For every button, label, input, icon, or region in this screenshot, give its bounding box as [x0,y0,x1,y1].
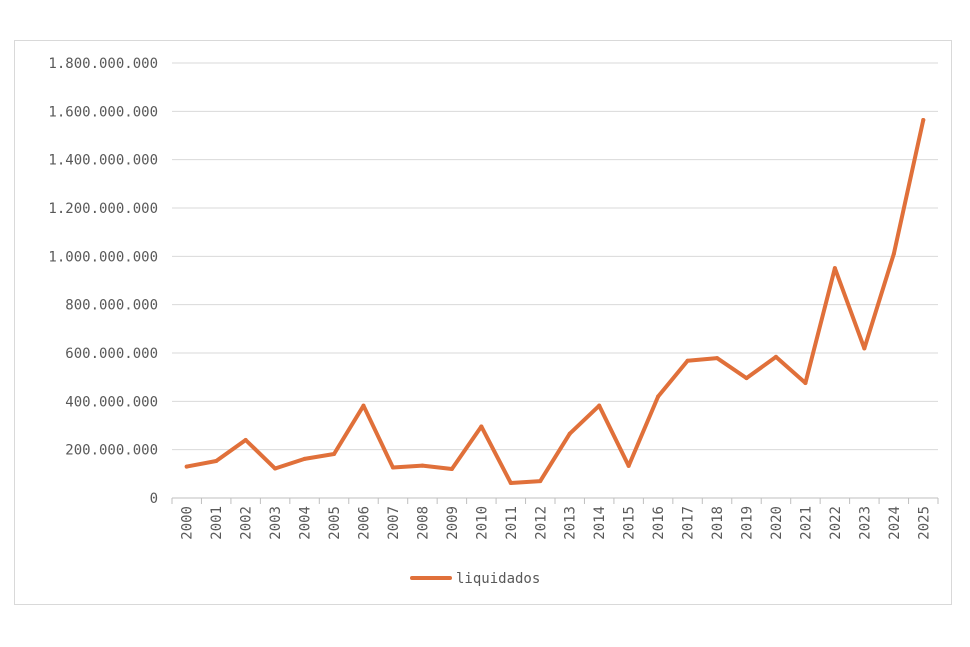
x-tick-label-2000: 2000 [180,506,196,540]
data-point-2007 [390,465,395,470]
x-tick-label-2018: 2018 [710,506,726,540]
data-point-2018 [715,356,720,361]
y-tick-label-0: 0 [150,491,158,507]
y-tick-label-2: 400.000.000 [65,394,158,410]
data-point-2012 [538,479,543,484]
x-tick-label-2001: 2001 [209,506,225,540]
x-tick-label-2011: 2011 [504,506,520,540]
data-point-2019 [744,376,749,381]
data-point-2023 [862,346,867,351]
legend: liquidados [410,571,540,587]
series-line-liquidados [184,118,926,486]
x-tick-label-2019: 2019 [740,506,756,540]
data-point-2022 [832,266,837,271]
data-point-2011 [508,481,513,486]
x-axis-tick-labels: 2000 2001 2002 2003 2004 2005 2006 2007 2008 2009… [180,506,933,540]
data-point-2015 [626,463,631,468]
x-tick-label-2024: 2024 [887,506,903,540]
x-tick-label-2012: 2012 [533,506,549,540]
x-tick-label-2022: 2022 [828,506,844,540]
data-point-2013 [567,431,572,436]
y-axis-tick-labels: 0 200.000.000 400.000.000 600.000.000 800.00… [48,56,158,507]
data-point-2017 [685,358,690,363]
data-point-2025 [921,118,926,123]
y-tick-label-6: 1.200.000.000 [48,201,158,217]
data-point-2002 [243,438,248,442]
y-tick-label-4: 800.000.000 [65,298,158,314]
y-tick-label-8: 1.600.000.000 [48,104,158,120]
data-point-2014 [597,403,602,408]
x-tick-label-2007: 2007 [386,506,402,540]
y-tick-label-9: 1.800.000.000 [48,56,158,72]
series-layer [184,118,926,486]
x-tick-label-2021: 2021 [798,506,814,540]
y-tick-label-3: 600.000.000 [65,346,158,362]
x-tick-label-2020: 2020 [769,506,785,540]
x-tick-label-2005: 2005 [327,506,343,540]
x-tick-label-2003: 2003 [268,506,284,540]
data-point-2000 [184,464,189,469]
data-point-2016 [656,394,661,399]
data-point-2006 [361,403,366,408]
data-point-2001 [214,459,219,464]
x-tick-label-2016: 2016 [651,506,667,540]
data-point-2004 [302,456,307,461]
y-tick-label-1: 200.000.000 [65,443,158,459]
gridlines [172,62,938,451]
data-point-2021 [803,380,808,385]
x-tick-label-2025: 2025 [916,506,932,540]
data-point-2009 [449,467,454,471]
data-point-2024 [891,251,896,256]
x-tick-label-2015: 2015 [622,506,638,540]
y-tick-label-7: 1.400.000.000 [48,153,158,169]
data-point-2020 [773,354,778,359]
y-tick-label-5: 1.000.000.000 [48,249,158,265]
x-axis [171,497,939,504]
data-point-2010 [479,424,484,429]
x-tick-label-2006: 2006 [357,506,373,540]
x-tick-label-2008: 2008 [415,506,431,540]
data-point-2005 [332,452,337,457]
legend-label-liquidados: liquidados [456,571,540,587]
x-tick-label-2002: 2002 [239,506,255,540]
x-tick-label-2004: 2004 [298,506,314,540]
x-tick-label-2010: 2010 [474,506,490,540]
data-point-2003 [273,466,278,471]
x-tick-label-2014: 2014 [592,506,608,540]
x-tick-label-2023: 2023 [857,506,873,540]
x-tick-label-2017: 2017 [681,506,697,540]
x-tick-label-2009: 2009 [445,506,461,540]
chart-frame [14,40,952,605]
x-tick-label-2013: 2013 [563,506,579,540]
data-point-2008 [420,463,425,468]
